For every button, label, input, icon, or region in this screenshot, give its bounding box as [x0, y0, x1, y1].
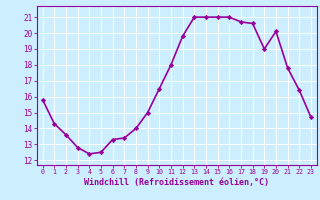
- X-axis label: Windchill (Refroidissement éolien,°C): Windchill (Refroidissement éolien,°C): [84, 178, 269, 187]
